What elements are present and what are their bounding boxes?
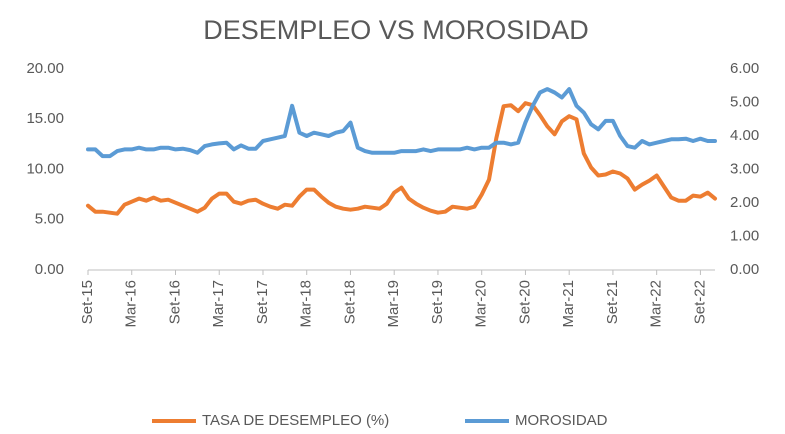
x-tick-label: Mar-20 (473, 280, 490, 328)
y2-tick-label: 4.00 (730, 127, 759, 144)
x-tick-label: Mar-19 (385, 280, 402, 328)
y2-tick-label: 1.00 (730, 227, 759, 244)
x-tick-label: Set-15 (79, 280, 96, 324)
x-tick-label: Mar-18 (298, 280, 315, 328)
x-tick-label: Set-20 (516, 280, 533, 324)
y-tick-label: 5.00 (35, 211, 64, 228)
x-tick-label: Set-22 (691, 280, 708, 324)
x-tick-label: Set-18 (341, 280, 358, 324)
y2-tick-label: 2.00 (730, 194, 759, 211)
x-tick-label: Mar-22 (648, 280, 665, 328)
y2-tick-label: 6.00 (730, 60, 759, 77)
y-tick-label: 10.00 (26, 160, 64, 177)
legend-label: MOROSIDAD (515, 412, 608, 429)
line-series (86, 101, 717, 216)
chart-title: DESEMPLEO VS MOROSIDAD (203, 15, 589, 45)
line-series (86, 87, 717, 159)
y-tick-label: 20.00 (26, 60, 64, 77)
y2-tick-label: 5.00 (730, 93, 759, 110)
x-tick-label: Set-19 (429, 280, 446, 324)
x-tick-label: Set-21 (604, 280, 621, 324)
x-tick-label: Mar-17 (210, 280, 227, 328)
y2-tick-label: 3.00 (730, 160, 759, 177)
y-tick-label: 0.00 (35, 261, 64, 278)
y-tick-label: 15.00 (26, 110, 64, 127)
y2-tick-label: 0.00 (730, 261, 759, 278)
x-tick-label: Set-16 (166, 280, 183, 324)
x-tick-label: Mar-21 (560, 280, 577, 328)
x-tick-label: Set-17 (254, 280, 271, 324)
x-tick-label: Mar-16 (123, 280, 140, 328)
legend-label: TASA DE DESEMPLEO (%) (202, 412, 389, 429)
